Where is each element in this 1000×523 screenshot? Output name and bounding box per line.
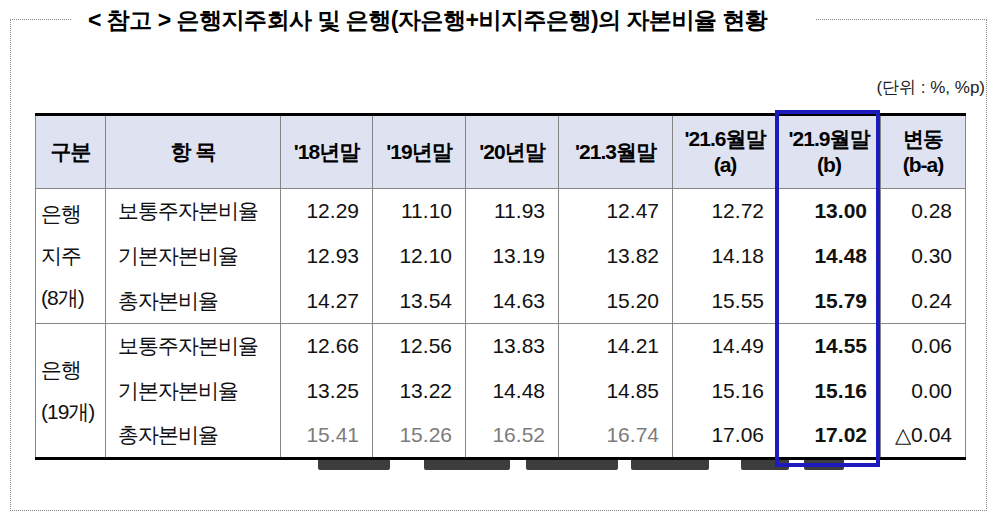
value-cell: 14.21 (559, 324, 673, 369)
value-cell-highlighted: 14.48 (778, 234, 881, 279)
group-label-line: 은행 (41, 358, 81, 381)
value-cell: 14.63 (466, 279, 559, 324)
value-cell: 13.83 (466, 324, 559, 369)
value-cell-highlighted: 15.79 (778, 279, 881, 324)
item-label-cell: 보통주자본비율 (106, 189, 281, 234)
value-cell: 14.85 (559, 369, 673, 414)
value-cell: 12.72 (673, 189, 778, 234)
col-header-label: 변동 (881, 126, 965, 152)
col-header-label: 항 목 (106, 139, 280, 165)
change-value-cell: 0.30 (881, 234, 966, 279)
table-row: 총자본비율 14.27 13.54 14.63 15.20 15.55 15.7… (36, 279, 966, 324)
page-title: < 참고 > 은행지주회사 및 은행(자은행+비지주은행)의 자본비율 현황 (72, 0, 815, 40)
col-header-sublabel: (b-a) (881, 152, 965, 178)
col-header-sublabel: (b) (778, 152, 880, 178)
value-cell: 13.54 (373, 279, 466, 324)
value-cell: 16.74 (559, 414, 673, 459)
table-row: 총자본비율 15.41 15.26 16.52 16.74 17.06 17.0… (36, 414, 966, 459)
value-cell: 16.52 (466, 414, 559, 459)
value-cell-highlighted: 14.55 (778, 324, 881, 369)
value-cell: 15.20 (559, 279, 673, 324)
value-cell: 11.10 (373, 189, 466, 234)
change-value-cell: 0.28 (881, 189, 966, 234)
col-header-m21-9: '21.9월말 (b) (778, 115, 881, 189)
value-cell-highlighted: 15.16 (778, 369, 881, 414)
col-header-label: '19년말 (373, 139, 465, 165)
table-row: 은행 (19개) 보통주자본비율 12.66 12.56 13.83 14.21… (36, 324, 966, 369)
change-value-cell: 0.00 (881, 369, 966, 414)
col-header-label: '20년말 (466, 139, 558, 165)
col-header-label: '21.6월말 (673, 126, 777, 152)
group-label-cell: 은행 (19개) (36, 324, 106, 459)
capital-ratio-table: 구분 항 목 '18년말 '19년말 '20년말 '21.3월말 '21.6월말… (35, 113, 966, 460)
value-cell: 12.29 (281, 189, 373, 234)
value-cell-highlighted: 13.00 (778, 189, 881, 234)
table-row: 은행 지주 (8개) 보통주자본비율 12.29 11.10 11.93 12.… (36, 189, 966, 234)
value-cell: 14.48 (466, 369, 559, 414)
value-cell: 15.26 (373, 414, 466, 459)
unit-note: (단위 : %, %p) (876, 76, 985, 99)
value-cell-highlighted: 17.02 (778, 414, 881, 459)
col-header-y19: '19년말 (373, 115, 466, 189)
value-cell: 12.56 (373, 324, 466, 369)
item-label-cell: 총자본비율 (106, 414, 281, 459)
col-header-item: 항 목 (106, 115, 281, 189)
value-cell: 13.25 (281, 369, 373, 414)
value-cell: 13.22 (373, 369, 466, 414)
value-cell: 14.18 (673, 234, 778, 279)
table-row: 기본자본비율 12.93 12.10 13.19 13.82 14.18 14.… (36, 234, 966, 279)
item-label-cell: 보통주자본비율 (106, 324, 281, 369)
value-cell: 12.93 (281, 234, 373, 279)
group-label-line: 은행 (41, 202, 81, 225)
col-header-gubun: 구분 (36, 115, 106, 189)
col-header-y18: '18년말 (281, 115, 373, 189)
col-header-y20: '20년말 (466, 115, 559, 189)
value-cell: 15.55 (673, 279, 778, 324)
value-cell: 12.66 (281, 324, 373, 369)
change-value-cell: △0.04 (881, 414, 966, 459)
group-label-line: (8개) (41, 286, 84, 309)
header-row: 구분 항 목 '18년말 '19년말 '20년말 '21.3월말 '21.6월말… (36, 115, 966, 189)
item-label-cell: 기본자본비율 (106, 234, 281, 279)
value-cell: 14.49 (673, 324, 778, 369)
value-cell: 15.16 (673, 369, 778, 414)
value-cell: 12.47 (559, 189, 673, 234)
col-header-m21-6: '21.6월말 (a) (673, 115, 778, 189)
value-cell: 11.93 (466, 189, 559, 234)
value-cell: 13.82 (559, 234, 673, 279)
col-header-m21-3: '21.3월말 (559, 115, 673, 189)
table-row: 기본자본비율 13.25 13.22 14.48 14.85 15.16 15.… (36, 369, 966, 414)
value-cell: 17.06 (673, 414, 778, 459)
value-cell: 12.10 (373, 234, 466, 279)
group-label-cell: 은행 지주 (8개) (36, 189, 106, 324)
col-header-sublabel: (a) (673, 152, 777, 178)
change-value-cell: 0.06 (881, 324, 966, 369)
col-header-label: '21.3월말 (559, 139, 672, 165)
col-header-label: '18년말 (281, 139, 372, 165)
group-label-line: 지주 (41, 244, 81, 267)
change-value-cell: 0.24 (881, 279, 966, 324)
col-header-label: '21.9월말 (778, 126, 880, 152)
group-label-line: (19개) (41, 400, 94, 423)
col-header-change: 변동 (b-a) (881, 115, 966, 189)
value-cell: 13.19 (466, 234, 559, 279)
value-cell: 14.27 (281, 279, 373, 324)
col-header-label: 구분 (36, 139, 105, 165)
item-label-cell: 기본자본비율 (106, 369, 281, 414)
item-label-cell: 총자본비율 (106, 279, 281, 324)
value-cell: 15.41 (281, 414, 373, 459)
